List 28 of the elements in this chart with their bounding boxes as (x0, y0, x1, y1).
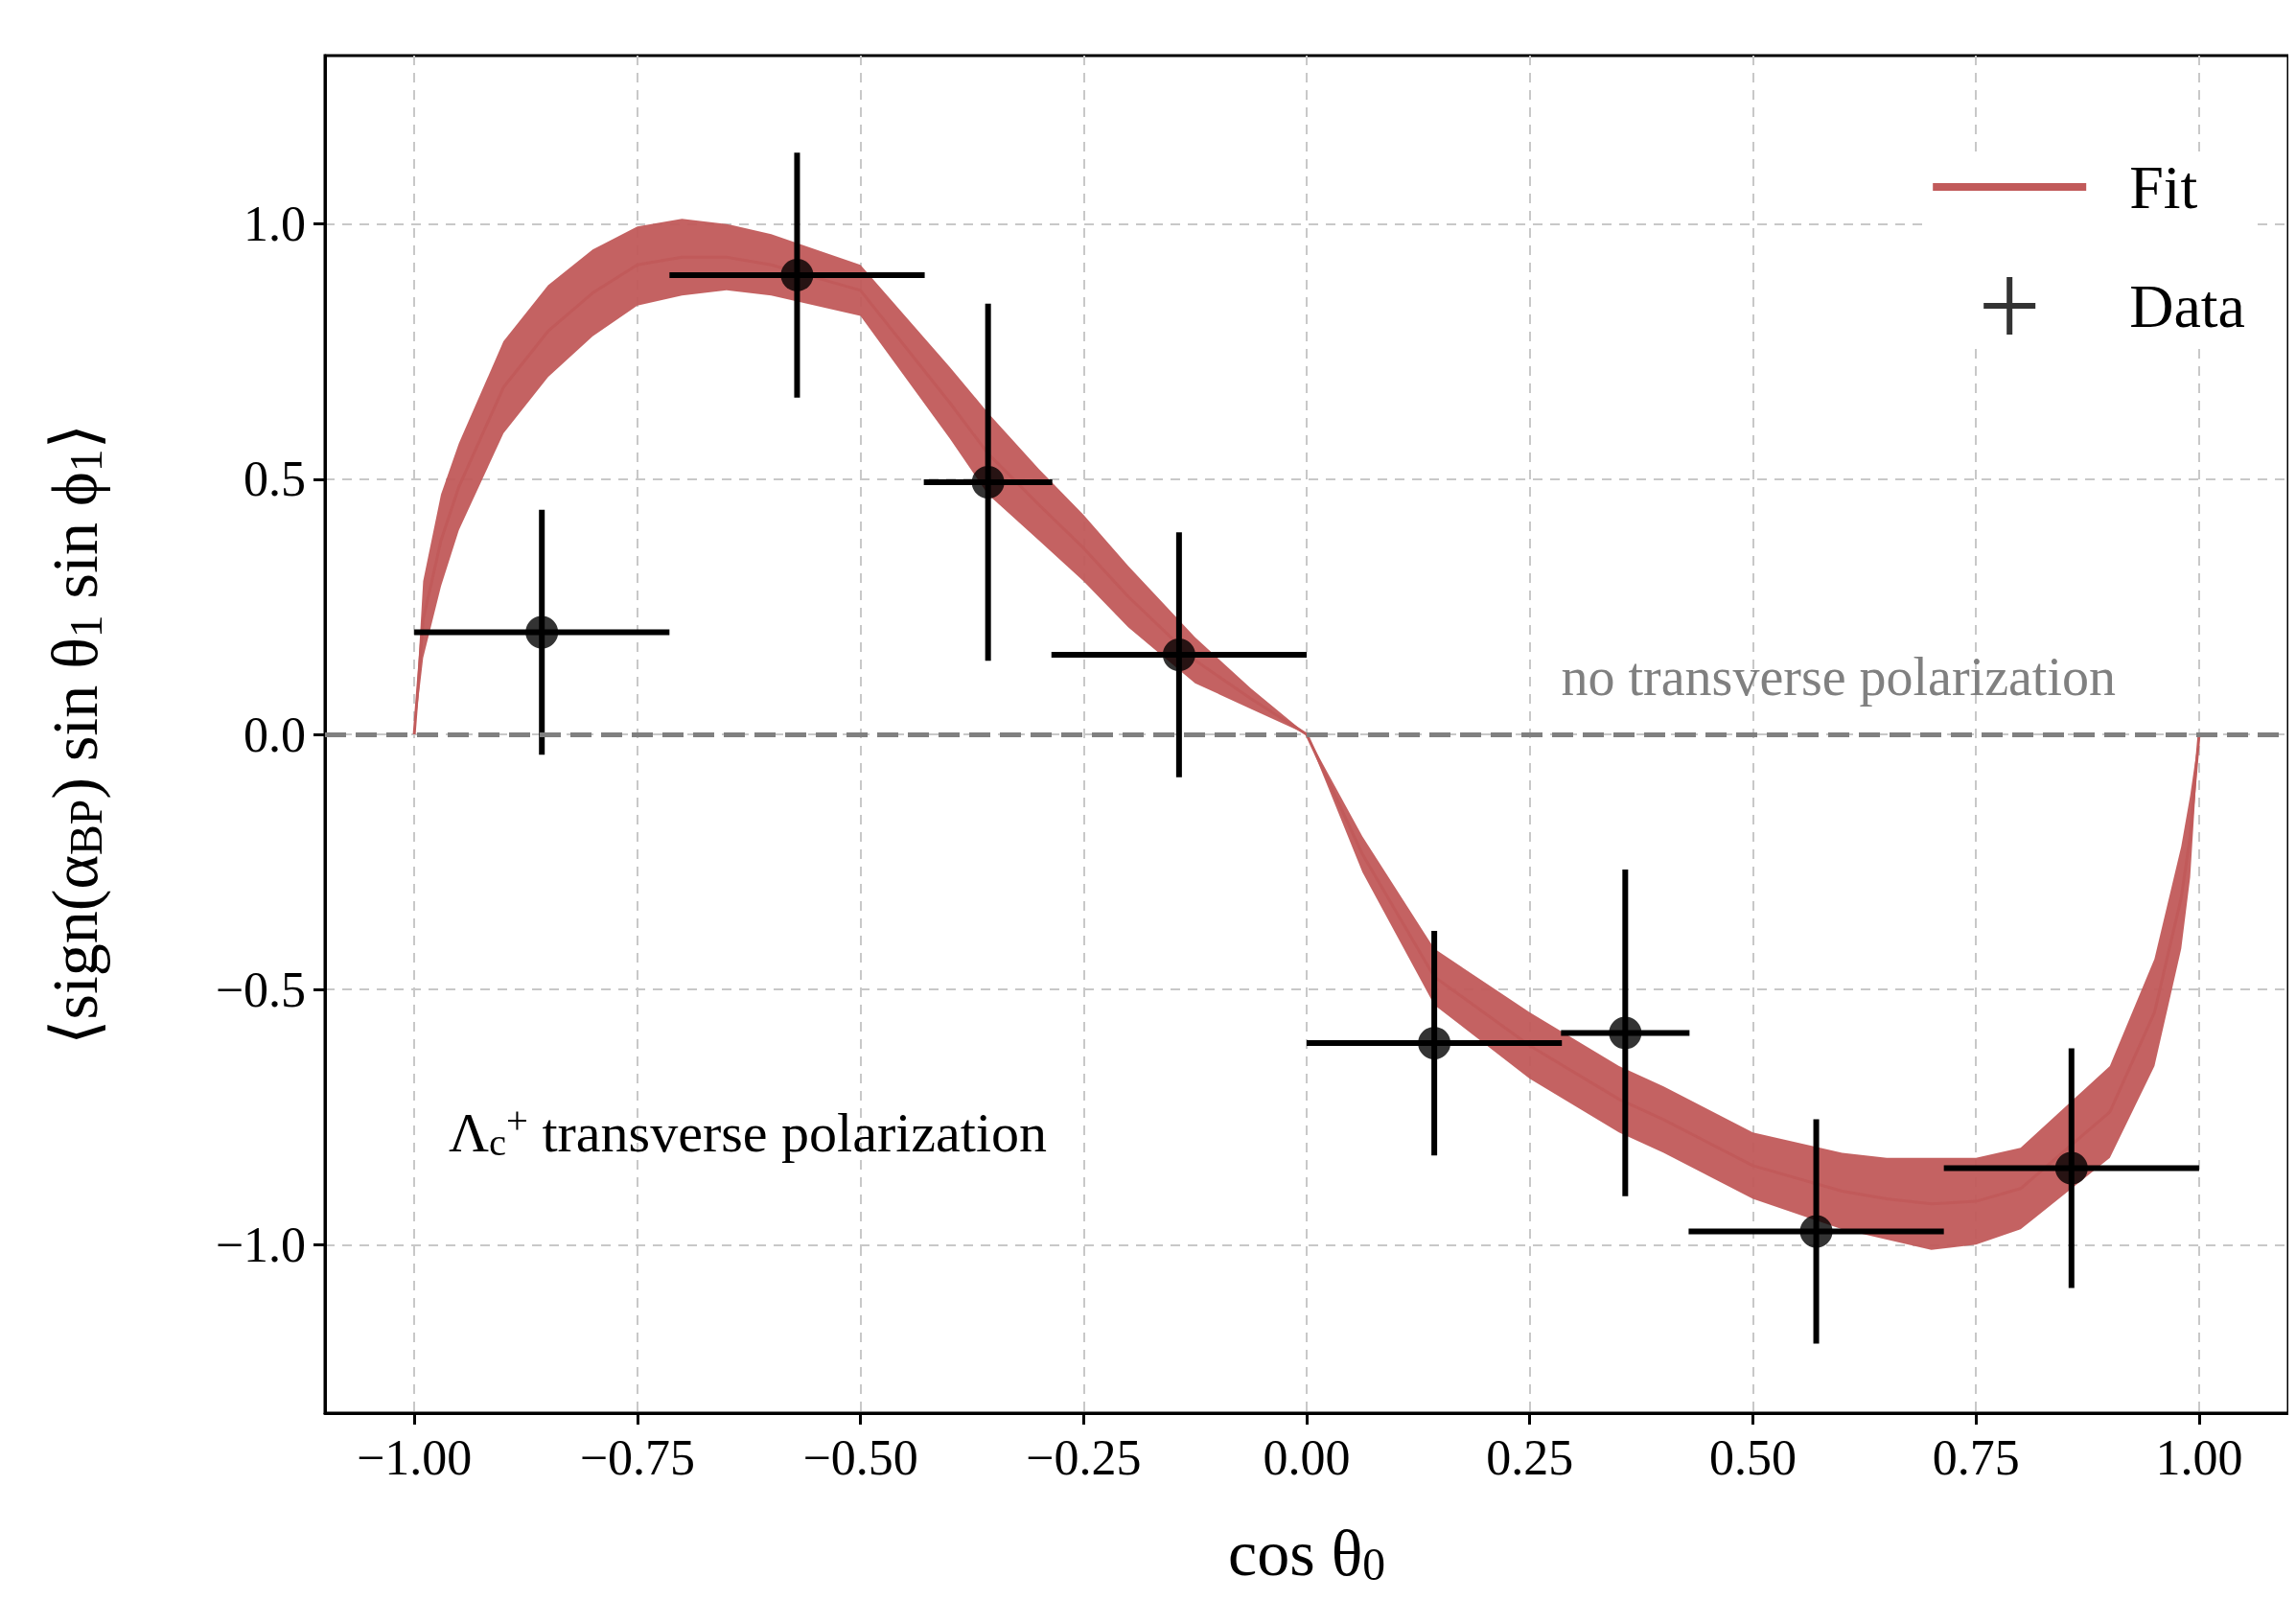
ref-line-label: no transverse polarization (1561, 647, 2116, 707)
point (1418, 1027, 1451, 1060)
annotation: Λc+ transverse polarization (449, 1099, 1048, 1165)
y-tick-label: 0.5 (244, 452, 306, 507)
x-tick-label: 0.25 (1486, 1429, 1574, 1485)
y-axis-title: ⟨sign(αBP) sin θ1 sin ϕ1⟩ (38, 423, 112, 1046)
y-tick-label: −1.0 (215, 1217, 306, 1272)
x-tick-label: 1.00 (2155, 1429, 2243, 1485)
x-axis-title: cos θ0 (1227, 1516, 1386, 1589)
point (971, 466, 1005, 499)
legend-label: Data (2129, 271, 2245, 340)
point (525, 615, 559, 649)
x-tick-label: 0.75 (1932, 1429, 2020, 1485)
x-tick-label: −1.00 (356, 1429, 473, 1485)
point (1799, 1215, 1833, 1248)
y-tick-label: 0.0 (244, 707, 306, 762)
point (1609, 1016, 1642, 1050)
x-tick-label: 0.00 (1263, 1429, 1351, 1485)
x-tick-label: −0.50 (802, 1429, 918, 1485)
point (1162, 638, 1195, 671)
x-tick-label: 0.50 (1708, 1429, 1797, 1485)
y-tick-label: −0.5 (215, 962, 306, 1017)
y-tick-label: 1.0 (244, 197, 306, 252)
legend-label: Fit (2129, 152, 2198, 221)
point (2054, 1151, 2088, 1185)
x-tick-label: −0.25 (1026, 1429, 1142, 1485)
x-tick-label: −0.75 (579, 1429, 695, 1485)
point (780, 258, 814, 291)
